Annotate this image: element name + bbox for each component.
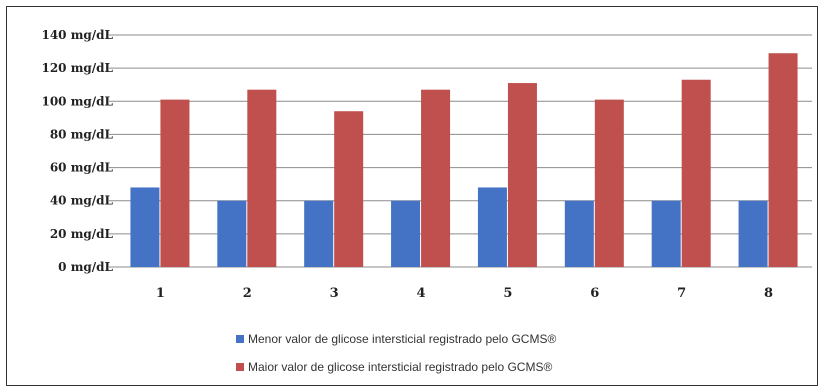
y-tick-label: 140 mg/dL [41,28,113,42]
bar-chart: 0 mg/dL 20 mg/dL 40 mg/dL 60 mg/dL 80 mg/dL 1… [41,28,812,374]
legend-swatch [236,363,244,371]
y-tick-label: 40 mg/dL [50,194,114,208]
y-tick-label: 0 mg/dL [58,260,113,274]
bar-series-2-cat-7 [681,79,711,267]
y-tick-label: 80 mg/dL [50,127,114,141]
bar-series-1-cat-1 [130,187,160,267]
x-tick-label: 1 [156,286,165,301]
chart-frame: 0 mg/dL 20 mg/dL 40 mg/dL 60 mg/dL 80 mg/dL 1… [6,6,818,386]
legend-swatch [236,335,244,343]
bar-series-2-cat-5 [507,83,537,267]
y-tick-label: 120 mg/dL [41,61,113,75]
bar-series-1-cat-6 [564,200,594,267]
x-tick-label: 5 [503,286,512,301]
bar-series-1-cat-8 [738,200,768,267]
x-tick-label: 4 [417,286,426,301]
bar-series-2-cat-3 [334,111,364,267]
bar-series-1-cat-4 [391,200,421,267]
bar-series-1-cat-7 [651,200,681,267]
bar-series-2-cat-2 [247,89,277,267]
x-tick-label: 3 [330,286,339,301]
bar-series-1-cat-3 [304,200,334,267]
y-tick-label: 100 mg/dL [41,94,113,108]
legend-label: Maior valor de glicose intersticial regi… [248,360,552,374]
bar-series-1-cat-5 [477,187,507,267]
y-tick-label: 20 mg/dL [50,227,114,241]
bar-series-2-cat-1 [160,99,190,267]
x-tick-label: 6 [590,286,599,301]
x-axis-tick-labels: 1 2 3 4 5 6 7 8 [156,286,773,301]
y-axis-tick-labels: 0 mg/dL 20 mg/dL 40 mg/dL 60 mg/dL 80 mg/dL 1… [41,28,113,274]
bar-series-2-cat-8 [768,53,798,267]
x-tick-label: 8 [764,286,773,301]
bar-series-2-cat-6 [594,99,624,267]
legend-label: Menor valor de glicose intersticial regi… [248,332,556,346]
bar-series-1-cat-2 [217,200,247,267]
bar-series-2-cat-4 [421,89,451,267]
legend: Menor valor de glicose intersticial regi… [236,332,556,374]
x-tick-label: 7 [677,286,686,301]
x-tick-label: 2 [243,286,252,301]
bars [130,53,798,267]
y-tick-label: 60 mg/dL [50,161,114,175]
